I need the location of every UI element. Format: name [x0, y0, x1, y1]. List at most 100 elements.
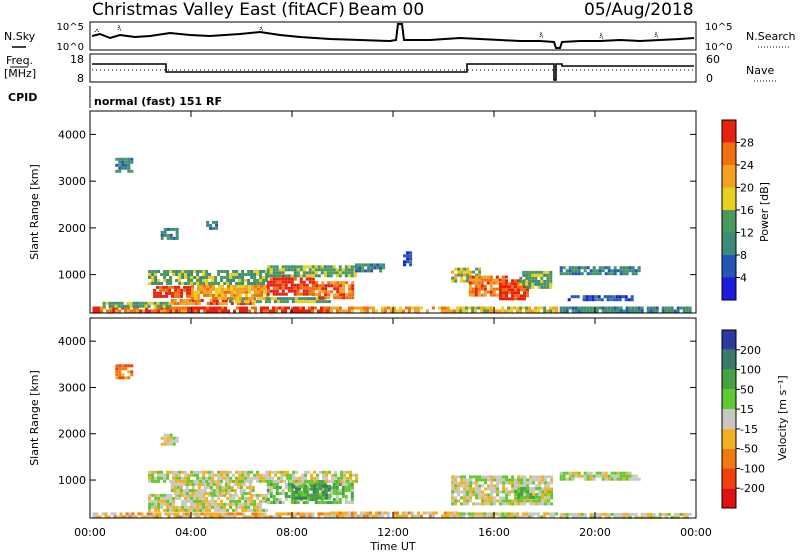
velocity-cell — [175, 493, 179, 497]
velocity-cell — [278, 512, 282, 516]
velocity-cell — [514, 496, 518, 500]
power-cell — [240, 297, 244, 301]
power-cell — [272, 292, 276, 296]
velocity-cell — [511, 475, 515, 479]
velocity-cell — [616, 477, 620, 481]
power-cell — [348, 284, 352, 288]
power-cell — [469, 270, 473, 274]
velocity-cell — [323, 483, 327, 486]
power-cell — [252, 297, 256, 301]
power-cell — [284, 309, 287, 313]
velocity-cell — [350, 501, 354, 504]
power-cell — [416, 309, 420, 313]
velocity-cell — [131, 515, 135, 519]
velocity-cell — [310, 476, 314, 480]
power-cell — [498, 278, 502, 282]
power-cell — [523, 288, 526, 292]
velocity-cell — [522, 512, 526, 516]
velocity-cell — [562, 512, 566, 516]
velocity-cell — [329, 492, 333, 495]
power-cell — [594, 295, 598, 299]
power-cell — [667, 309, 671, 313]
velocity-colorbar-segment — [722, 409, 736, 429]
power-cell — [293, 306, 296, 310]
power-cell — [492, 287, 496, 291]
power-cell — [100, 306, 104, 310]
power-cell — [260, 287, 263, 291]
power-cell — [248, 284, 251, 288]
velocity-cell — [188, 489, 192, 492]
power-cell — [486, 278, 490, 282]
power-cell — [253, 279, 257, 282]
power-cell — [123, 304, 127, 308]
velocity-cell — [241, 502, 245, 506]
power-cell — [468, 287, 472, 291]
velocity-cell — [151, 470, 155, 474]
velocity-cell — [664, 512, 668, 516]
velocity-cell — [329, 501, 333, 504]
power-cell — [483, 275, 487, 279]
velocity-cell — [220, 502, 224, 506]
velocity-cell — [454, 475, 458, 479]
power-cell — [190, 282, 194, 285]
power-cell — [311, 265, 315, 269]
velocity-cell — [283, 473, 287, 477]
power-cell — [403, 263, 407, 267]
velocity-cell — [202, 476, 206, 480]
velocity-cell — [340, 476, 344, 480]
power-cell — [169, 236, 173, 240]
velocity-cell — [253, 505, 257, 509]
velocity-cell — [328, 484, 331, 488]
velocity-cell — [218, 489, 222, 492]
velocity-cell — [185, 483, 189, 486]
velocity-cell — [532, 478, 536, 482]
power-cell — [549, 309, 553, 313]
velocity-cell — [592, 474, 596, 478]
power-cell — [168, 291, 172, 295]
power-cell — [205, 276, 209, 279]
velocity-cell — [235, 470, 239, 474]
power-colorbar-segment — [722, 165, 736, 188]
velocity-cell — [301, 496, 304, 500]
power-cell — [314, 268, 318, 272]
power-cell — [187, 279, 191, 282]
power-cell — [252, 300, 256, 304]
power-cell — [573, 295, 577, 299]
velocity-cell — [235, 505, 239, 509]
power-cell — [359, 306, 363, 310]
power-cell — [179, 299, 183, 302]
power-cell — [457, 267, 461, 271]
power-cell — [406, 251, 410, 255]
power-colorbar-tick-label: 24 — [740, 159, 754, 172]
power-cell — [514, 294, 517, 298]
power-cell — [631, 306, 635, 310]
velocity-cell — [197, 515, 201, 519]
velocity-cell — [340, 473, 344, 477]
power-cell — [637, 309, 641, 313]
velocity-cell — [508, 499, 512, 503]
power-cell — [106, 309, 110, 313]
velocity-cell — [489, 512, 493, 516]
power-cell — [151, 270, 155, 273]
power-cell — [607, 272, 611, 276]
power-cell — [136, 309, 140, 313]
velocity-cell — [98, 515, 102, 519]
velocity-cell — [466, 493, 470, 497]
velocity-cell — [235, 479, 239, 483]
power-cell — [607, 309, 611, 313]
power-cell — [483, 290, 487, 294]
velocity-cell — [157, 473, 161, 477]
velocity-cell — [490, 496, 494, 500]
velocity-cell — [280, 473, 284, 477]
velocity-cell — [362, 511, 366, 515]
velocity-cell — [122, 515, 126, 519]
power-cell — [342, 293, 346, 297]
power-cell — [221, 302, 225, 305]
x-tick-label: 12:00 — [377, 526, 409, 539]
power-cell — [609, 295, 613, 299]
power-cell — [183, 288, 187, 292]
power-cell — [266, 289, 270, 293]
power-cell — [239, 293, 242, 297]
velocity-cell — [478, 478, 482, 482]
power-cell — [305, 271, 309, 275]
